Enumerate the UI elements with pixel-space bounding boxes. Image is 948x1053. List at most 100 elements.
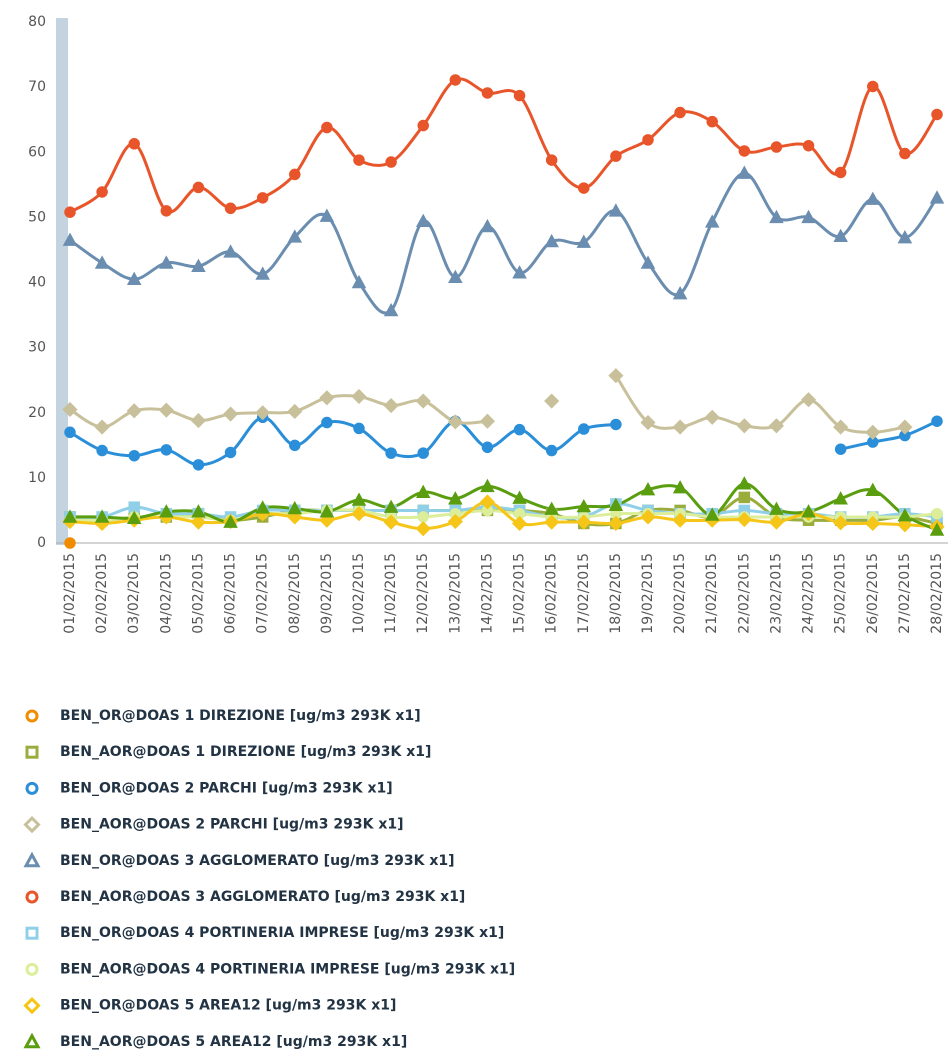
marker	[640, 414, 656, 431]
marker	[737, 476, 752, 490]
marker	[578, 182, 590, 194]
marker	[544, 501, 559, 515]
x-tick-label: 21/02/2015	[704, 553, 720, 634]
x-tick-label: 11/02/2015	[383, 553, 399, 634]
marker	[578, 423, 590, 435]
x-tick-label: 07/02/2015	[255, 553, 271, 634]
marker	[287, 229, 303, 243]
marker	[929, 190, 945, 204]
marker	[255, 405, 271, 421]
marker	[736, 418, 752, 434]
x-tick-label: 03/02/2015	[126, 553, 142, 634]
marker	[833, 419, 849, 435]
x-tick-label: 19/02/2015	[640, 553, 656, 634]
marker	[704, 409, 720, 425]
marker	[128, 138, 140, 150]
marker	[96, 186, 108, 198]
marker	[383, 499, 399, 513]
marker	[383, 302, 399, 317]
marker	[608, 203, 624, 217]
marker	[897, 419, 913, 435]
marker	[802, 139, 815, 152]
x-tick-label: 20/02/2015	[672, 553, 688, 634]
marker	[351, 274, 367, 289]
marker	[833, 491, 848, 505]
x-tick-label: 28/02/2015	[929, 553, 945, 634]
marker	[897, 229, 913, 244]
marker	[706, 115, 718, 128]
marker	[417, 511, 429, 523]
marker	[931, 108, 943, 121]
marker	[576, 234, 592, 248]
marker	[768, 514, 785, 530]
marker	[833, 228, 848, 243]
marker	[383, 514, 399, 530]
legend-label: BEN_OR@DOAS 1 DIREZIONE [ug/m3 293K x1]	[60, 708, 421, 724]
x-tick-label: 02/02/2015	[94, 553, 110, 634]
marker	[256, 192, 269, 204]
marker	[479, 413, 496, 429]
marker	[94, 255, 110, 269]
marker	[801, 209, 816, 224]
marker	[23, 815, 41, 834]
x-tick-label: 14/02/2015	[479, 553, 495, 634]
marker	[801, 504, 816, 518]
marker	[191, 504, 206, 518]
marker	[513, 423, 526, 436]
marker	[899, 147, 911, 160]
marker	[415, 484, 431, 498]
marker	[479, 494, 496, 510]
x-tick-label: 09/02/2015	[319, 553, 335, 634]
marker	[480, 478, 495, 493]
marker	[289, 439, 301, 452]
y-tick-label: 80	[28, 14, 46, 30]
marker	[255, 500, 270, 514]
marker	[192, 181, 205, 194]
marker	[608, 515, 624, 532]
marker	[159, 504, 174, 518]
x-tick-label: 15/02/2015	[512, 553, 528, 634]
marker	[640, 255, 656, 269]
marker	[738, 145, 751, 157]
marker	[126, 403, 142, 419]
marker	[62, 232, 78, 246]
x-tick-label: 17/02/2015	[576, 553, 592, 634]
marker	[385, 156, 397, 168]
marker	[674, 106, 686, 119]
marker	[224, 446, 237, 459]
legend-label: BEN_OR@DOAS 2 PARCHI [ug/m3 293K x1]	[60, 780, 393, 796]
x-tick-label: 10/02/2015	[351, 553, 367, 634]
marker	[159, 255, 174, 269]
marker	[865, 191, 881, 205]
marker	[544, 233, 559, 248]
marker	[480, 218, 495, 233]
marker	[449, 74, 462, 86]
marker	[768, 418, 785, 434]
x-tick-label: 23/02/2015	[768, 553, 784, 634]
marker	[865, 482, 881, 496]
y-tick-label: 10	[28, 470, 46, 486]
marker	[415, 521, 431, 537]
marker	[383, 398, 399, 414]
marker	[545, 444, 558, 457]
marker	[287, 403, 303, 420]
marker	[512, 265, 527, 279]
marker	[576, 514, 592, 530]
marker	[353, 422, 365, 435]
marker	[448, 269, 463, 284]
marker	[672, 512, 688, 528]
marker	[319, 208, 335, 222]
marker	[417, 447, 429, 459]
x-tick-label: 25/02/2015	[833, 553, 849, 634]
marker	[415, 393, 431, 409]
x-tick-label: 06/02/2015	[223, 553, 239, 634]
legend-label: BEN_AOR@DOAS 2 PARCHI [ug/m3 293K x1]	[60, 817, 404, 833]
marker	[351, 506, 367, 522]
marker	[897, 508, 913, 522]
y-tick-label: 30	[28, 340, 46, 356]
series-line	[69, 482, 938, 532]
legend-label: BEN_AOR@DOAS 5 AREA12 [ug/m3 293K x1]	[60, 1034, 407, 1050]
marker	[25, 926, 39, 940]
marker	[223, 514, 238, 528]
x-tick-label: 27/02/2015	[897, 553, 913, 634]
